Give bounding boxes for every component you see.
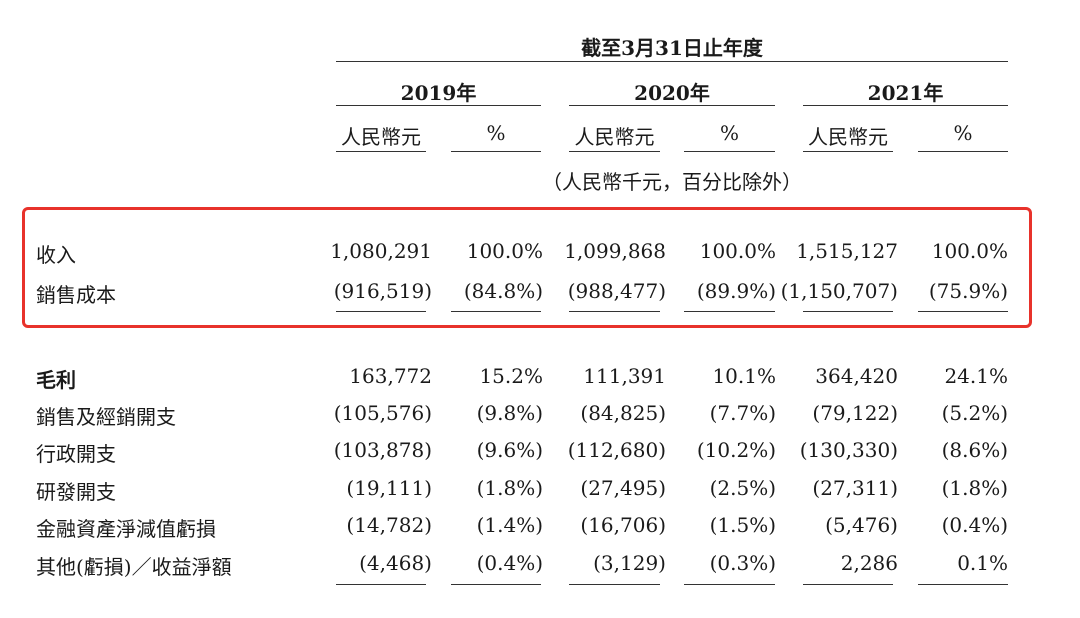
sub-underline-5: [803, 151, 893, 152]
sub-underline-3: [569, 151, 660, 152]
year-header-2021: 2021年: [867, 81, 944, 105]
table-row: 收入 1,080,291 100.0% 1,099,868 100.0% 1,515,12…: [0, 239, 1080, 271]
other-underline-3: [569, 584, 660, 585]
amount-cell: 1,515,127: [796, 239, 898, 263]
percent-cell: (1.8%): [476, 476, 543, 500]
amount-cell: 111,391: [583, 364, 666, 388]
amount-cell: (1,150,707): [780, 279, 898, 303]
table-row: 其他(虧損)／收益淨額 (4,468) (0.4%) (3,129) (0.3%) 2,2…: [0, 551, 1080, 583]
percent-cell: (1.4%): [476, 513, 543, 537]
amount-cell: (27,495): [580, 476, 666, 500]
amount-cell: 2,286: [840, 551, 898, 575]
amount-cell: (916,519): [333, 279, 432, 303]
cost-underline-4: [684, 311, 775, 312]
percent-cell: 24.1%: [944, 364, 1008, 388]
cost-underline-1: [336, 311, 426, 312]
other-underline-4: [684, 584, 775, 585]
amount-cell: (105,576): [333, 401, 432, 425]
row-label: 毛利: [36, 368, 76, 392]
percent-header-2019: %: [486, 121, 506, 145]
row-label: 銷售成本: [36, 283, 116, 307]
percent-cell: 100.0%: [466, 239, 543, 263]
percent-cell: (75.9%): [928, 279, 1008, 303]
amount-cell: (103,878): [333, 438, 432, 462]
percent-cell: 100.0%: [699, 239, 776, 263]
percent-cell: (1.5%): [709, 513, 776, 537]
amount-cell: (4,468): [359, 551, 432, 575]
table-row: 行政開支 (103,878) (9.6%) (112,680) (10.2%) (130,…: [0, 438, 1080, 470]
amount-cell: 163,772: [349, 364, 432, 388]
amount-cell: (79,122): [812, 401, 898, 425]
other-underline-2: [451, 584, 541, 585]
amount-cell: 364,420: [815, 364, 898, 388]
sub-underline-1: [336, 151, 426, 152]
amount-cell: (19,111): [346, 476, 432, 500]
amount-cell: (5,476): [825, 513, 898, 537]
percent-cell: (0.4%): [941, 513, 1008, 537]
amount-cell: (84,825): [580, 401, 666, 425]
percent-header-2020: %: [719, 121, 739, 145]
row-label: 其他(虧損)／收益淨額: [36, 555, 232, 579]
percent-header-2021: %: [953, 121, 973, 145]
amount-cell: (14,782): [346, 513, 432, 537]
percent-cell: (0.3%): [709, 551, 776, 575]
table-row: 金融資產淨減值虧損 (14,782) (1.4%) (16,706) (1.5%) (5,…: [0, 513, 1080, 545]
sub-underline-2: [451, 151, 541, 152]
percent-cell: (2.5%): [709, 476, 776, 500]
amount-cell: (988,477): [567, 279, 666, 303]
percent-cell: (84.8%): [463, 279, 543, 303]
currency-header-2020: 人民幣元: [574, 125, 655, 149]
table-row: 毛利 163,772 15.2% 111,391 10.1% 364,420 24.1%: [0, 364, 1080, 396]
row-label: 行政開支: [36, 442, 116, 466]
highlight-box: [22, 207, 1032, 328]
unit-note: （人民幣千元，百分比除外）: [542, 170, 802, 194]
row-label: 銷售及經銷開支: [36, 405, 176, 429]
percent-cell: (1.8%): [941, 476, 1008, 500]
cost-underline-5: [803, 311, 893, 312]
table-row: 銷售及經銷開支 (105,576) (9.8%) (84,825) (7.7%) (79,…: [0, 401, 1080, 433]
other-underline-5: [803, 584, 893, 585]
percent-cell: 0.1%: [957, 551, 1008, 575]
amount-cell: 1,080,291: [330, 239, 432, 263]
year-underline-2020: [569, 105, 775, 106]
row-label: 收入: [36, 243, 76, 267]
row-label: 金融資產淨減值虧損: [36, 517, 216, 541]
other-underline-6: [918, 584, 1008, 585]
percent-cell: (8.6%): [941, 438, 1008, 462]
percent-cell: 100.0%: [931, 239, 1008, 263]
percent-cell: 10.1%: [712, 364, 776, 388]
currency-header-2019: 人民幣元: [341, 125, 421, 149]
year-header-2020: 2020年: [634, 81, 710, 105]
period-underline: [336, 61, 1008, 62]
currency-header-2021: 人民幣元: [808, 125, 888, 149]
table-row: 銷售成本 (916,519) (84.8%) (988,477) (89.9%) (1,1…: [0, 279, 1080, 311]
year-underline-2019: [336, 105, 541, 106]
percent-cell: (10.2%): [696, 438, 776, 462]
cost-underline-2: [451, 311, 541, 312]
percent-cell: (5.2%): [941, 401, 1008, 425]
year-header-2019: 2019年: [400, 81, 477, 105]
percent-cell: (9.8%): [476, 401, 543, 425]
sub-underline-6: [918, 151, 1008, 152]
amount-cell: (27,311): [812, 476, 898, 500]
percent-cell: (89.9%): [696, 279, 776, 303]
percent-cell: (0.4%): [476, 551, 543, 575]
year-underline-2021: [803, 105, 1008, 106]
percent-cell: (9.6%): [476, 438, 543, 462]
table-row: 研發開支 (19,111) (1.8%) (27,495) (2.5%) (27,311)…: [0, 476, 1080, 508]
cost-underline-3: [569, 311, 660, 312]
row-label: 研發開支: [36, 480, 116, 504]
amount-cell: (16,706): [580, 513, 666, 537]
period-header: 截至3月31日止年度: [581, 36, 763, 60]
cost-underline-6: [918, 311, 1008, 312]
percent-cell: 15.2%: [479, 364, 543, 388]
percent-cell: (7.7%): [709, 401, 776, 425]
other-underline-1: [336, 584, 426, 585]
amount-cell: (130,330): [799, 438, 898, 462]
amount-cell: (112,680): [567, 438, 666, 462]
amount-cell: 1,099,868: [564, 239, 666, 263]
sub-underline-4: [684, 151, 775, 152]
amount-cell: (3,129): [593, 551, 666, 575]
